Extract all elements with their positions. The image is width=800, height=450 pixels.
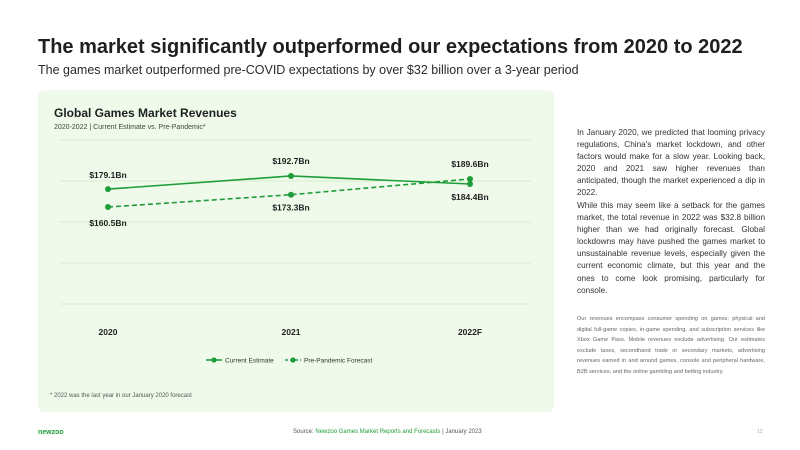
slide-title: The market significantly outperformed ou…	[38, 36, 743, 58]
newzoo-logo: newzoo	[38, 429, 64, 436]
x-tick-label-2021: 2021	[282, 327, 301, 337]
data-point	[288, 191, 294, 198]
chart-title: Global Games Market Revenues	[54, 106, 237, 120]
body-paragraph-1: In January 2020, we predicted that loomi…	[577, 128, 765, 198]
source-prefix: Source:	[293, 429, 316, 435]
data-label-current-2021: $192.7Bn	[272, 156, 309, 166]
data-label-current-2020: $179.1Bn	[89, 170, 126, 180]
data-label-forecast-2021: $173.3Bn	[272, 203, 309, 213]
page-number: 12	[757, 429, 763, 435]
source-suffix: | January 2023	[440, 429, 482, 435]
data-point	[105, 186, 111, 193]
source-link[interactable]: Newzoo Games Market Reports and Forecast…	[315, 429, 441, 435]
x-tick-label-2022f: 2022F	[458, 327, 482, 337]
data-label-current-2022: $184.4Bn	[451, 192, 488, 202]
x-tick-label-2020: 2020	[99, 327, 118, 337]
data-label-forecast-2022: $189.6Bn	[451, 159, 488, 169]
source-citation: Source: Newzoo Games Market Reports and …	[293, 429, 482, 435]
legend-marker-0	[211, 357, 217, 363]
chart-panel: 2020 2021 2022F $179.1Bn $192.7Bn $184.4Bn $16…	[38, 90, 554, 412]
legend-marker-1	[290, 357, 296, 363]
chart-subtitle: 2020-2022 | Current Estimate vs. Pre-Pan…	[54, 124, 206, 131]
revenue-line-chart: 2020 2021 2022F $179.1Bn $192.7Bn $184.4Bn $16…	[60, 139, 531, 364]
data-point	[467, 175, 473, 182]
body-paragraph-2: While this may seem like a setback for t…	[577, 201, 765, 295]
legend-label-1: Pre-Pandemic Forecast	[304, 357, 372, 364]
methodology-note: Our revenues encompass consumer spending…	[577, 316, 765, 375]
data-point	[288, 172, 294, 179]
legend-label-0: Current Estimate	[225, 357, 274, 364]
data-label-forecast-2020: $160.5Bn	[89, 218, 126, 228]
chart-footnote: * 2022 was the last year in our January …	[50, 393, 192, 399]
slide-subtitle: The games market outperformed pre-COVID …	[38, 63, 579, 77]
data-point	[467, 180, 473, 187]
data-point	[105, 204, 111, 211]
